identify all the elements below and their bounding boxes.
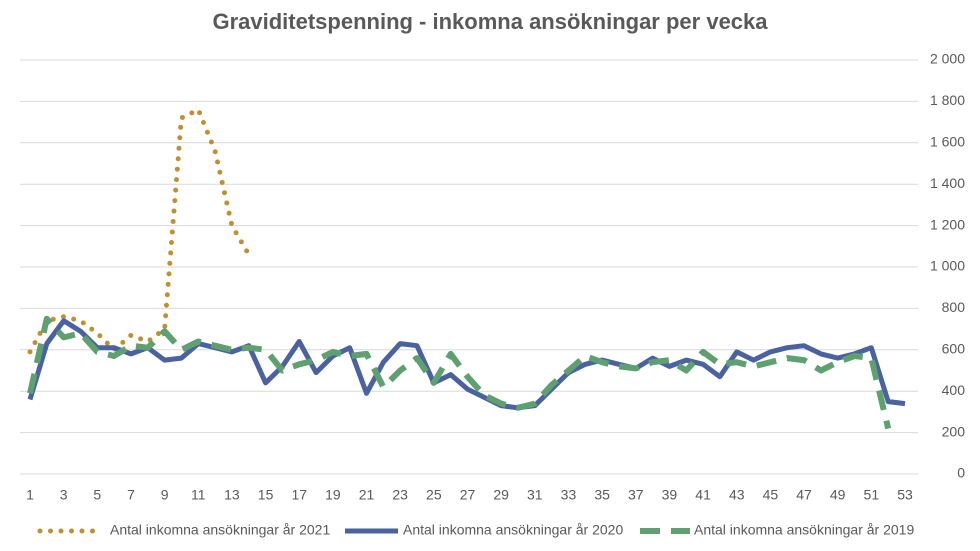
x-tick-label: 21 — [359, 487, 375, 503]
series-line — [27, 318, 906, 411]
x-tick-label: 13 — [224, 487, 240, 503]
x-tick-label: 53 — [897, 487, 913, 503]
y-tick-label: 1 600 — [930, 134, 965, 150]
x-tick-label: 19 — [325, 487, 341, 503]
y-tick-label: 0 — [957, 465, 965, 481]
x-tick-label: 9 — [161, 487, 169, 503]
series-line — [27, 106, 252, 355]
x-tick-label: 47 — [796, 487, 812, 503]
x-tick-label: 27 — [460, 487, 476, 503]
x-tick-label: 7 — [127, 487, 135, 503]
x-tick-label: 45 — [763, 487, 779, 503]
x-tick-label: 29 — [493, 487, 509, 503]
x-tick-label: 15 — [258, 487, 274, 503]
x-tick-label: 1 — [26, 487, 34, 503]
x-tick-label: 3 — [60, 487, 68, 503]
x-tick-label: 37 — [628, 487, 644, 503]
y-tick-label: 1 400 — [930, 175, 965, 191]
x-tick-label: 11 — [191, 487, 206, 503]
x-tick-label: 5 — [93, 487, 101, 503]
y-tick-label: 2 000 — [930, 51, 965, 67]
x-tick-label: 17 — [291, 487, 307, 503]
y-tick-label: 200 — [942, 423, 966, 439]
y-tick-label: 1 000 — [930, 258, 965, 274]
y-tick-label: 1 200 — [930, 216, 965, 232]
y-tick-label: 800 — [942, 299, 966, 315]
x-tick-label: 51 — [864, 487, 880, 503]
x-tick-label: 43 — [729, 487, 745, 503]
x-tick-label: 31 — [527, 487, 543, 503]
x-tick-label: 35 — [594, 487, 610, 503]
y-tick-label: 400 — [942, 382, 966, 398]
legend-label: Antal inkomna ansökningar år 2019 — [694, 522, 914, 538]
x-tick-label: 49 — [830, 487, 846, 503]
legend-label: Antal inkomna ansökningar år 2021 — [110, 522, 330, 538]
x-tick-label: 41 — [695, 487, 711, 503]
series-line — [27, 315, 892, 430]
x-tick-label: 33 — [561, 487, 577, 503]
x-tick-label: 39 — [662, 487, 678, 503]
y-tick-label: 1 800 — [930, 92, 965, 108]
chart-title: Graviditetspenning - inkomna ansökningar… — [212, 9, 768, 34]
x-tick-label: 23 — [392, 487, 408, 503]
y-tick-label: 600 — [942, 341, 966, 357]
x-tick-label: 25 — [426, 487, 442, 503]
legend-label: Antal inkomna ansökningar år 2020 — [403, 522, 623, 538]
